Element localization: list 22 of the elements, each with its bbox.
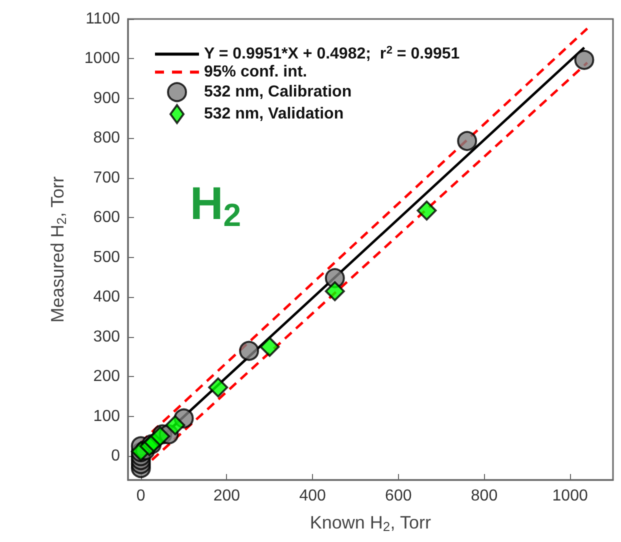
- y-tick-label: 1100: [86, 10, 120, 28]
- y-tick-label: 900: [93, 90, 120, 107]
- legend-label: 532 nm, Calibration: [204, 84, 352, 101]
- y-tick-label: 300: [93, 328, 120, 346]
- y-tick-label: 0: [111, 448, 120, 465]
- x-tick-label: 800: [470, 488, 498, 504]
- y-tick-label: 600: [93, 209, 120, 226]
- y-tick-label: 100: [93, 408, 120, 425]
- x-tick-label: 0: [136, 488, 146, 504]
- y-tick-label: 800: [93, 130, 120, 147]
- y-tick-label: 400: [93, 288, 120, 306]
- x-tick-label: 1000: [552, 488, 588, 504]
- x-tick-label: 400: [299, 488, 326, 504]
- y-tick-label: 1000: [84, 50, 120, 68]
- legend-label: 95% conf. int.: [204, 64, 308, 81]
- y-axis-title: Measured H2, Torr: [47, 176, 69, 323]
- y-tick-label: 500: [93, 248, 120, 266]
- y-tick-label: 700: [93, 169, 120, 186]
- legend-label: 532 nm, Validation: [204, 106, 344, 123]
- x-tick-label: 600: [385, 488, 412, 504]
- x-tick-label: 200: [213, 488, 240, 504]
- y-tick-label: 200: [93, 368, 120, 386]
